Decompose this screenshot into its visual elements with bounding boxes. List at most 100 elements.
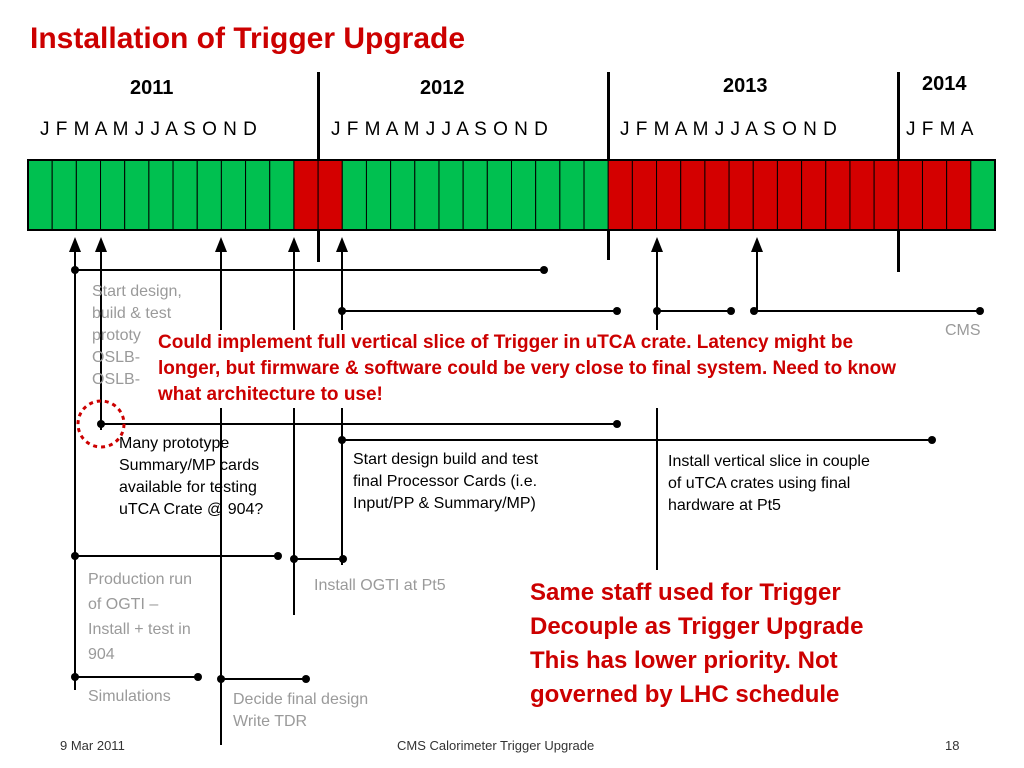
year-2013: 2013 — [723, 75, 768, 97]
month-cell — [825, 159, 851, 231]
activity-lines — [75, 269, 980, 680]
activity-start-dot — [97, 420, 105, 428]
month-cell — [631, 159, 658, 231]
month-cell — [100, 159, 126, 231]
note-line: OSLB- — [92, 349, 141, 366]
note-install-ogti: Install OGTI at Pt5 — [314, 577, 446, 594]
month-cell — [414, 159, 440, 231]
note-line: Decide final design — [233, 691, 369, 708]
activity-end-dot — [302, 675, 310, 683]
milestone-arrowhead — [751, 237, 763, 252]
month-cell — [438, 159, 464, 231]
note-line: Many prototype — [119, 435, 230, 452]
month-cell — [607, 159, 633, 231]
footer-page: 18 — [945, 738, 960, 753]
note-line: Install + test in — [88, 621, 191, 638]
note-line: Install vertical slice in couple — [668, 453, 870, 470]
note-line: Input/PP & Summary/MP) — [353, 495, 536, 512]
activity-end-dot — [928, 436, 936, 444]
slide-title: Installation of Trigger Upgrade — [30, 22, 466, 55]
activity-start-dot — [338, 307, 346, 315]
note-line: Summary/MP cards — [119, 457, 260, 474]
activity-start-dot — [290, 555, 298, 563]
note-line: final Processor Cards (i.e. — [353, 473, 538, 490]
months-2014: J F M A — [906, 119, 974, 140]
callout-box: Could implement full vertical slice of T… — [158, 330, 918, 408]
activity-start-dot — [71, 266, 79, 274]
month-cell — [535, 159, 561, 231]
activity-start-dot — [338, 436, 346, 444]
staff-note: Same staff used for Trigger Decouple as … — [530, 576, 863, 712]
months-2011: J F M A M J J A S O N D — [40, 119, 258, 140]
milestone-arrowhead — [95, 237, 107, 252]
month-cell — [511, 159, 537, 231]
activity-end-dot — [274, 552, 282, 560]
activity-start-dot — [750, 307, 758, 315]
month-cell — [317, 159, 343, 231]
activity-start-dot — [71, 552, 79, 560]
month-cell — [873, 159, 899, 231]
note-line: uTCA Crate @ 904? — [119, 501, 264, 518]
activity-start-dot — [71, 673, 79, 681]
note-start-design: Start design, build & test prototy OSLB-… — [92, 281, 182, 391]
milestone-arrowhead — [288, 237, 300, 252]
note-line: of OGTI – — [88, 596, 159, 613]
month-cell — [656, 159, 682, 231]
milestone-arrows — [69, 237, 763, 745]
month-cell — [486, 159, 513, 231]
month-cell — [293, 159, 319, 231]
note-line: Production run — [88, 571, 193, 588]
month-cell — [970, 159, 996, 231]
month-cells — [27, 159, 996, 231]
note-line: build & test — [92, 305, 172, 322]
month-cell — [245, 159, 271, 231]
note-decide-design: Decide final design Write TDR — [233, 689, 368, 733]
month-cell — [946, 159, 972, 231]
note-line: 904 — [88, 646, 115, 663]
month-cell — [196, 159, 222, 231]
activity-end-dot — [540, 266, 548, 274]
highlight-circle — [76, 399, 126, 449]
month-cell — [776, 159, 803, 231]
note-production-run: Production run of OGTI – Install + test … — [88, 567, 192, 667]
month-cell — [849, 159, 875, 231]
month-cell — [897, 159, 923, 231]
year-2011: 2011 — [130, 77, 174, 99]
activity-end-dot — [727, 307, 735, 315]
activity-endpoints — [71, 266, 984, 683]
note-line: Write TDR — [233, 713, 308, 730]
month-cell — [704, 159, 730, 231]
note-simulations: Simulations — [88, 688, 171, 705]
activity-start-dot — [653, 307, 661, 315]
month-cell — [269, 159, 295, 231]
milestone-arrowhead — [336, 237, 348, 252]
month-cell — [220, 159, 247, 231]
month-cell — [172, 159, 198, 231]
year-2012: 2012 — [420, 77, 465, 99]
note-line: prototy — [92, 327, 141, 344]
note-many-prototype: Many prototype Summary/MP cards availabl… — [119, 433, 263, 521]
month-cell — [583, 159, 609, 231]
activity-start-dot — [217, 675, 225, 683]
timeline-border — [27, 159, 996, 231]
month-cell — [27, 159, 53, 231]
staff-note-line: governed by LHC schedule — [530, 681, 840, 708]
footer-title: CMS Calorimeter Trigger Upgrade — [397, 738, 595, 753]
milestone-arrowhead — [69, 237, 81, 252]
months-2013: J F M A M J J A S O N D — [620, 119, 838, 140]
month-cell — [921, 159, 948, 231]
note-line: available for testing — [119, 479, 257, 496]
footer-date: 9 Mar 2011 — [60, 738, 125, 753]
month-cell — [728, 159, 754, 231]
month-cell — [462, 159, 488, 231]
activity-end-dot — [194, 673, 202, 681]
note-line: of uTCA crates using final — [668, 475, 851, 492]
note-line: Start design build and test — [353, 451, 539, 468]
note-processor-cards: Start design build and test final Proces… — [353, 449, 538, 515]
activity-end-dot — [613, 307, 621, 315]
note-vertical-slice: Install vertical slice in couple of uTCA… — [668, 451, 870, 517]
month-cell — [341, 159, 367, 231]
month-cell — [51, 159, 77, 231]
month-cell — [148, 159, 174, 231]
